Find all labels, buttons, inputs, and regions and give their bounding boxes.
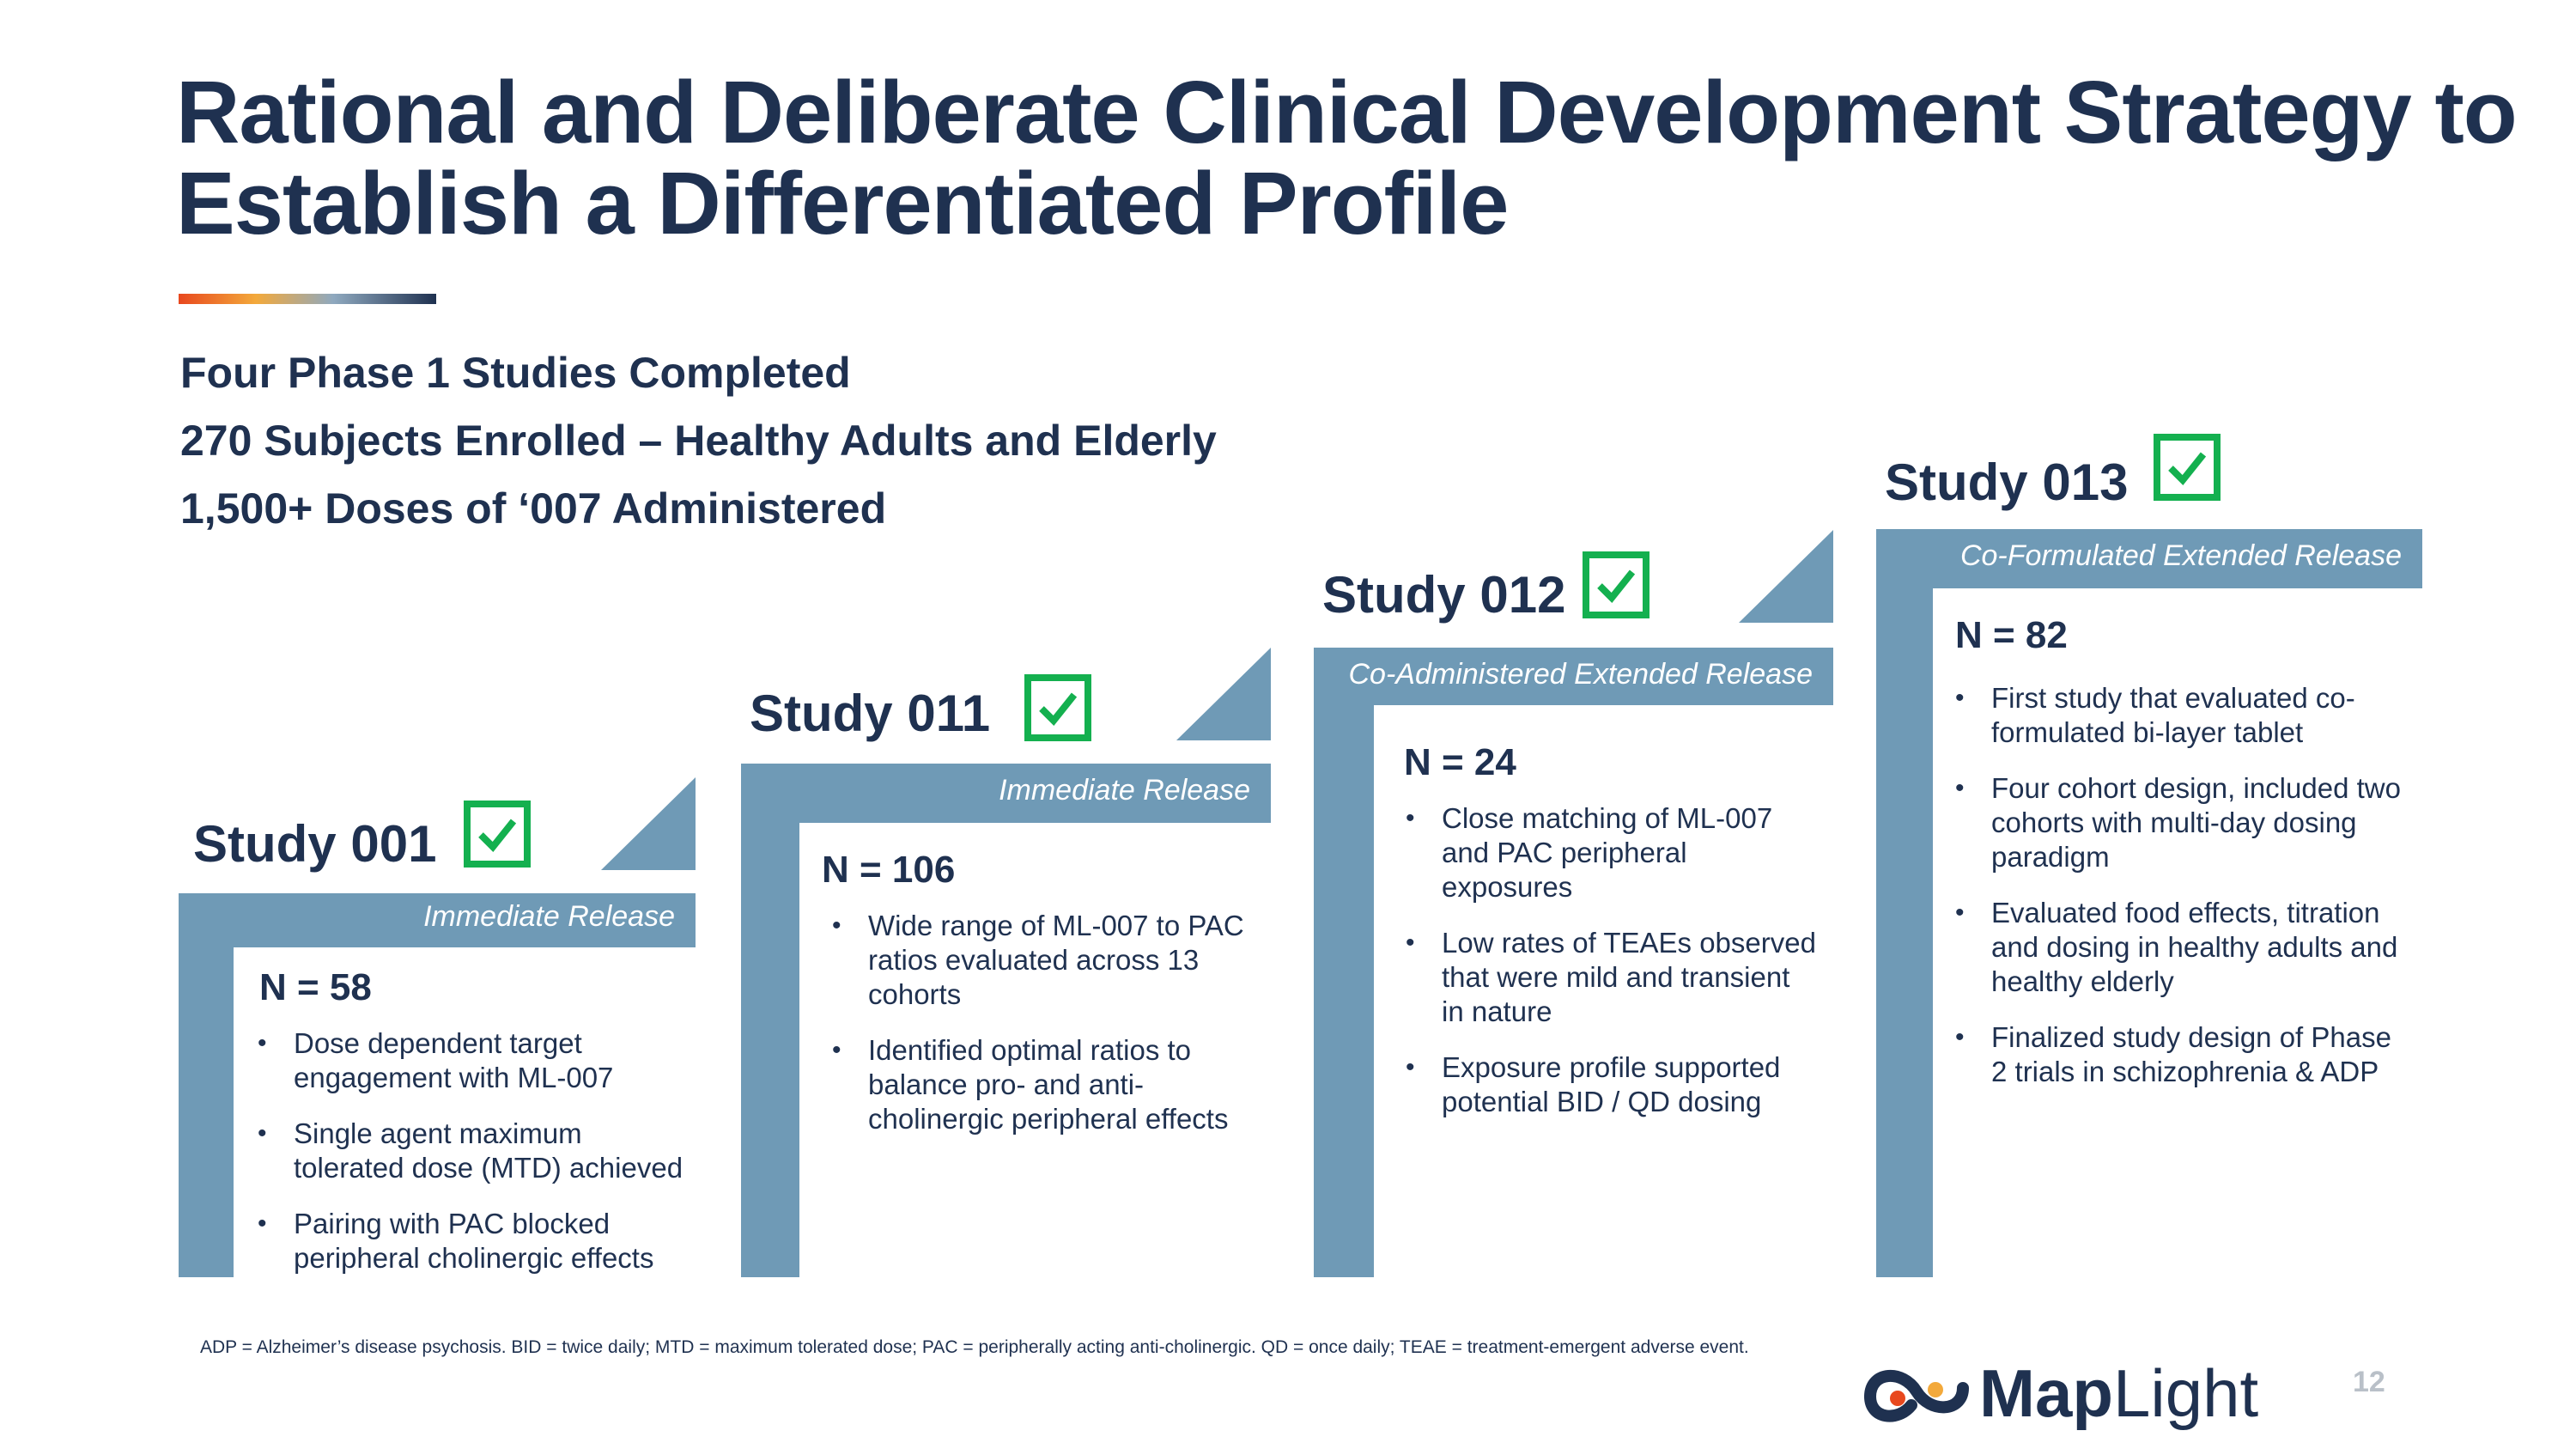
bullet-item: Low rates of TEAEs observed that were mi… <box>1406 926 1818 1029</box>
bullet-item: Finalized study design of Phase 2 trials… <box>1955 1020 2410 1089</box>
study-011-heading: Study 011 <box>750 685 991 742</box>
release-type-label: Co-Administered Extended Release <box>1348 658 1813 691</box>
study-001-heading: Study 001 <box>193 815 437 873</box>
step-triangle <box>1739 530 1833 623</box>
page-title: Rational and Deliberate Clinical Develop… <box>176 63 2518 253</box>
checkmark-icon <box>464 801 531 868</box>
step-triangle <box>601 777 696 870</box>
sample-size: N = 82 <box>1955 614 2068 656</box>
sample-size: N = 58 <box>259 966 372 1008</box>
bullet-item: Wide range of ML-007 to PAC ratios evalu… <box>832 909 1261 1012</box>
bullet-item: Exposure profile supported potential BID… <box>1406 1050 1818 1119</box>
logo-part1: Map <box>1979 1355 2113 1431</box>
summary-line: Four Phase 1 Studies Completed <box>180 349 851 397</box>
checkmark-icon <box>1583 551 1649 618</box>
step-triangle <box>1176 648 1271 740</box>
bullet-item: Identified optimal ratios to balance pro… <box>832 1033 1261 1136</box>
release-type-label: Co-Formulated Extended Release <box>1959 539 2402 572</box>
study-013-heading: Study 013 <box>1885 454 2129 511</box>
study-012-heading: Study 012 <box>1322 566 1566 624</box>
bullet-item: Close matching of ML-007 and PAC periphe… <box>1406 801 1818 904</box>
checkmark-icon <box>1024 674 1091 741</box>
study-001-card: Immediate Release N = 58 Dose dependent … <box>179 893 696 1277</box>
footnote: ADP = Alzheimer’s disease psychosis. BID… <box>200 1337 1749 1357</box>
summary-line: 270 Subjects Enrolled – Healthy Adults a… <box>180 417 1217 465</box>
bullet-item: Evaluated food effects, titration and do… <box>1955 896 2410 999</box>
bullet-item: Single agent maximum tolerated dose (MTD… <box>258 1117 687 1185</box>
accent-bar <box>179 294 436 304</box>
summary-line: 1,500+ Doses of ‘007 Administered <box>180 484 887 533</box>
release-type-label: Immediate Release <box>423 900 675 933</box>
study-011-card: Immediate Release N = 106 Wide range of … <box>741 764 1271 1277</box>
sample-size: N = 24 <box>1404 741 1516 783</box>
bullet-item: First study that evaluated co-formulated… <box>1955 681 2410 750</box>
bullet-item: Pairing with PAC blocked peripheral chol… <box>258 1207 687 1275</box>
summary-list: Four Phase 1 Studies Completed 270 Subje… <box>180 339 1217 543</box>
release-type-label: Immediate Release <box>999 774 1250 807</box>
checkmark-icon <box>2154 434 2221 501</box>
sample-size: N = 106 <box>822 849 956 891</box>
bullet-item: Four cohort design, included two cohorts… <box>1955 771 2410 874</box>
study-013-card: Co-Formulated Extended Release N = 82 Fi… <box>1876 529 2422 1277</box>
maplight-logo-icon <box>1864 1370 1969 1422</box>
study-012-card: Co-Administered Extended Release N = 24 … <box>1314 648 1833 1277</box>
page-number: 12 <box>2353 1366 2385 1398</box>
bullet-item: Dose dependent target engagement with ML… <box>258 1026 687 1095</box>
logo-part2: Light <box>2113 1355 2259 1431</box>
maplight-wordmark: MapLight <box>1979 1359 2258 1428</box>
